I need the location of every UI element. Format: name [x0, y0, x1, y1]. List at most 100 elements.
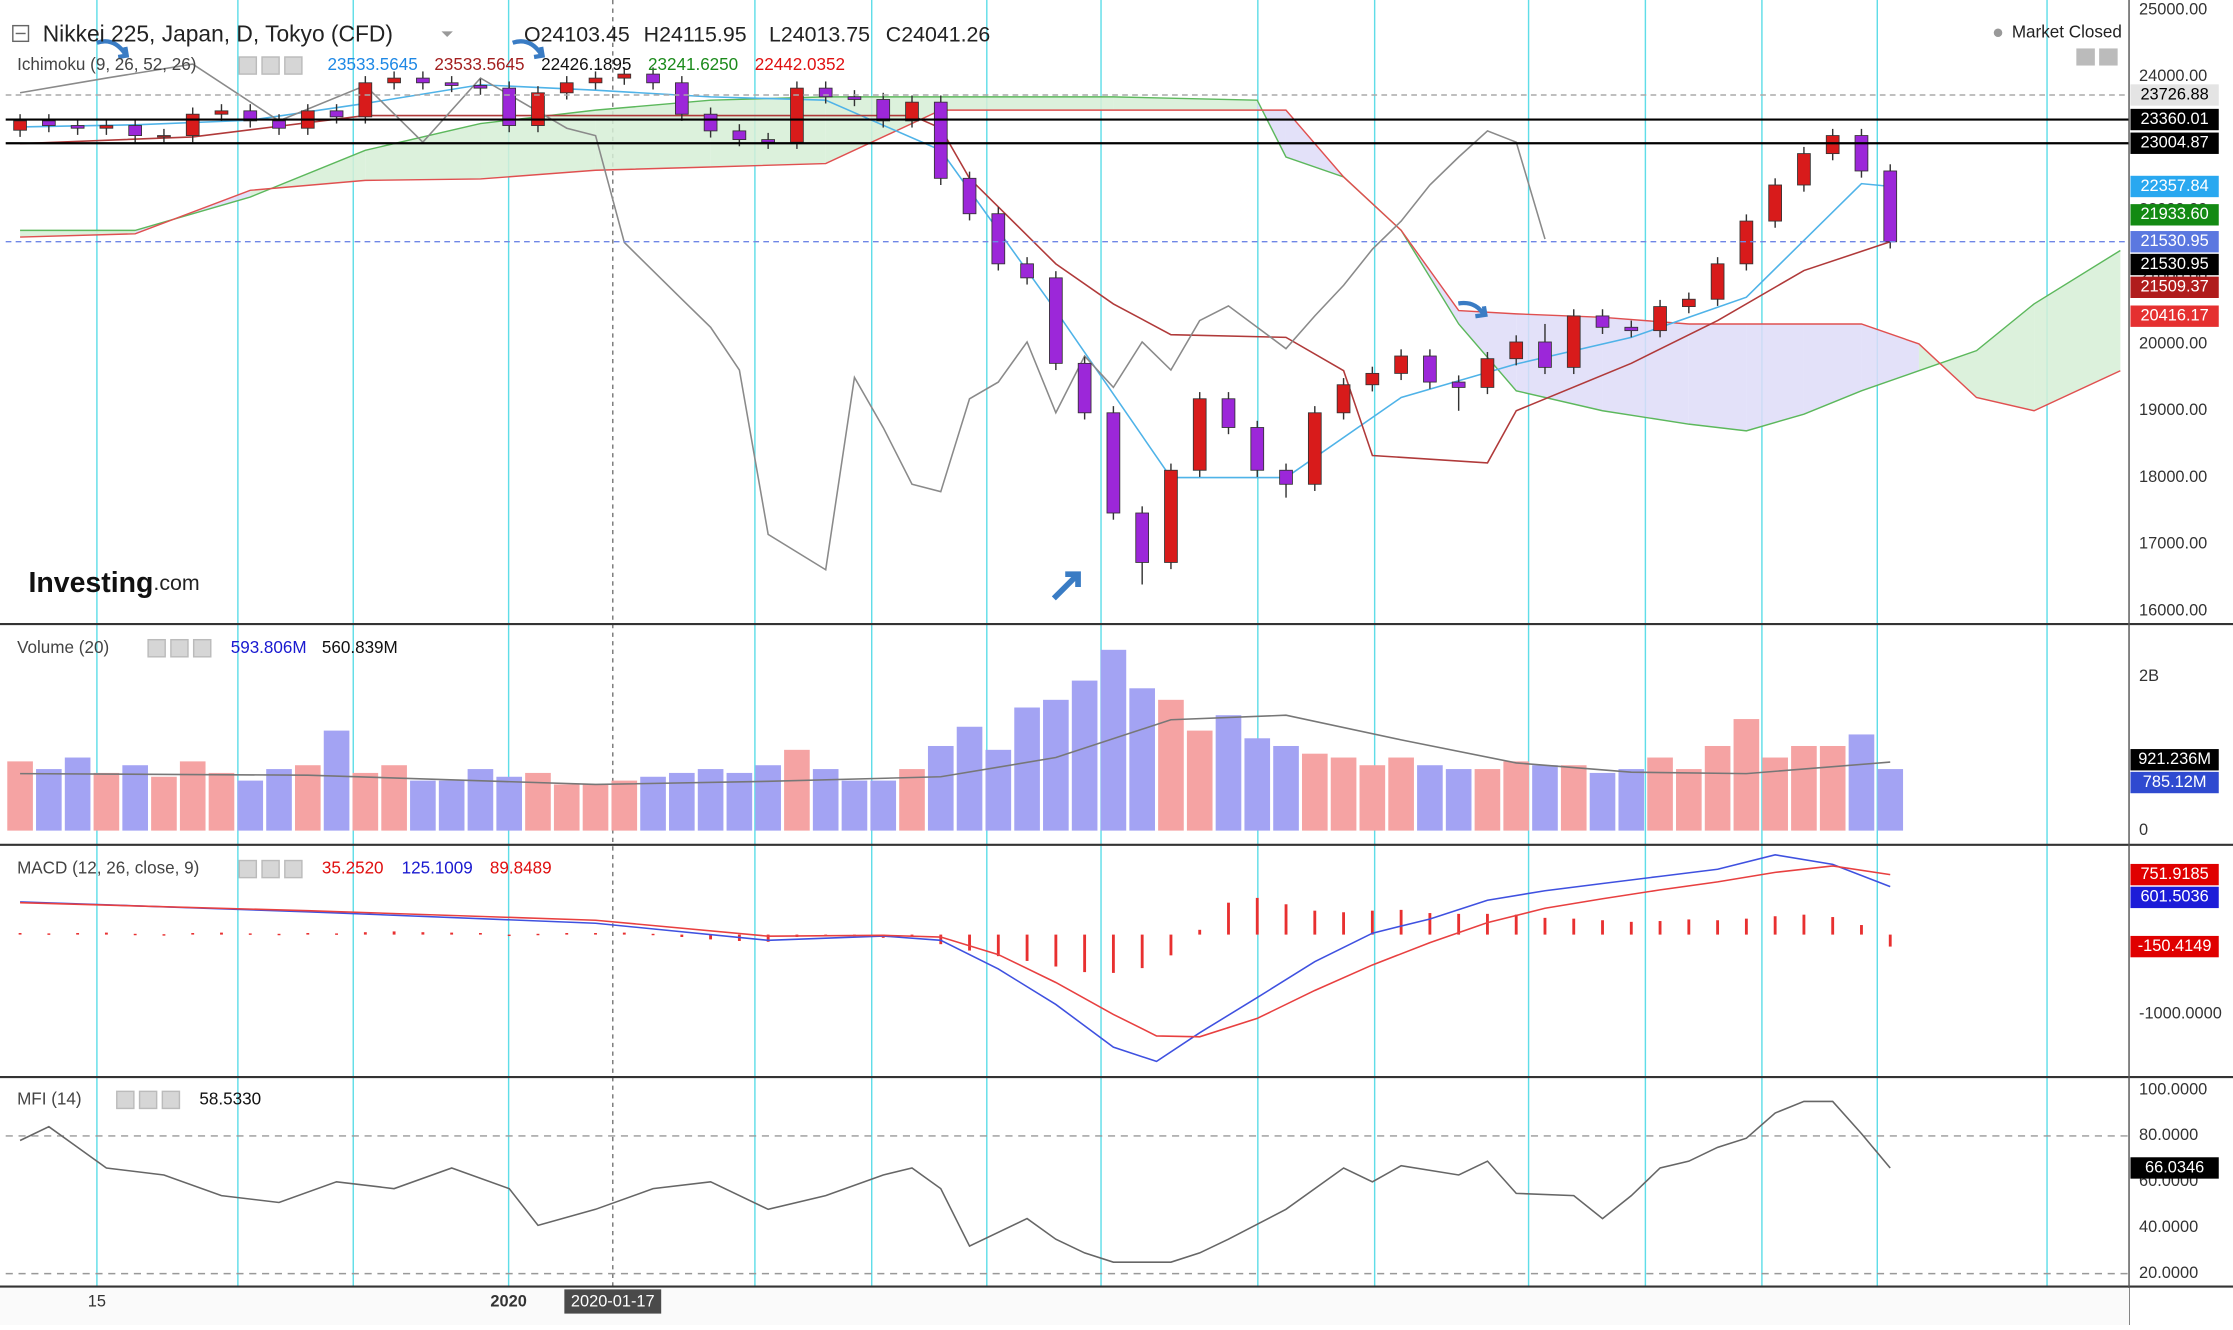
- candle-body: [444, 82, 459, 86]
- histogram-bar: [248, 933, 252, 935]
- price-tag-label: 23726.88: [2140, 85, 2208, 103]
- candle-body: [243, 110, 258, 122]
- price-tag: [2130, 1157, 2219, 1179]
- volume-bar: [410, 780, 436, 831]
- candle-body: [703, 113, 718, 132]
- legend-value: 23533.5645: [434, 55, 524, 74]
- volume-bar: [122, 765, 148, 831]
- candle-body: [1566, 315, 1581, 368]
- histogram-bar: [1773, 916, 1777, 935]
- legend-icon[interactable]: [284, 859, 303, 879]
- legend-icon[interactable]: [192, 638, 212, 658]
- volume-bar: [1589, 772, 1616, 831]
- candle-body: [1164, 469, 1178, 563]
- legend-icon[interactable]: [261, 56, 280, 75]
- scroll-button[interactable]: [2099, 48, 2118, 66]
- volume-bar: [1618, 769, 1645, 831]
- histogram-bar: [1658, 921, 1662, 935]
- histogram-bar: [1111, 934, 1115, 973]
- volume-bar: [93, 772, 120, 831]
- legend-icon[interactable]: [261, 859, 280, 879]
- histogram-bar: [1457, 913, 1461, 935]
- histogram-bar: [1572, 918, 1576, 935]
- cloud-fill: [710, 96, 826, 167]
- cloud-span: [20, 109, 2121, 412]
- y-tick-label: 20.0000: [2139, 1264, 2198, 1282]
- histogram-bar: [622, 932, 626, 935]
- series-line: [20, 865, 1891, 1038]
- volume-bar: [1043, 699, 1069, 831]
- y-tick-label: 2B: [2139, 667, 2159, 685]
- y-tick-label: 25000.00: [2139, 0, 2207, 18]
- volume-bar: [870, 780, 897, 831]
- legend-icon[interactable]: [284, 56, 303, 75]
- volume-bar: [1071, 680, 1098, 831]
- histogram-bar: [1313, 910, 1317, 935]
- collapse-icon[interactable]: [12, 24, 30, 43]
- histogram-bar: [1831, 917, 1835, 935]
- cloud-fill: [1458, 310, 1517, 391]
- annotation-arrow: [96, 39, 130, 60]
- price-tag-label: 21530.95: [2140, 232, 2208, 250]
- candle-body: [962, 177, 977, 215]
- histogram-bar: [1514, 914, 1518, 935]
- ohlc-high: H24115.95: [644, 22, 747, 46]
- candle-body: [42, 120, 56, 126]
- cloud-fill: [940, 96, 1114, 111]
- histogram-bar: [1543, 917, 1547, 935]
- legend-icon[interactable]: [116, 1090, 135, 1110]
- candle-body: [1394, 355, 1408, 374]
- series-line: [20, 114, 1891, 464]
- series-line: [19, 63, 1546, 572]
- ohlc-open: O24103.45: [524, 22, 630, 46]
- logo: Investing.com: [28, 567, 199, 599]
- histogram-bar: [1888, 934, 1892, 947]
- cloud-fill: [1976, 303, 2035, 411]
- histogram-bar: [1716, 920, 1720, 935]
- crosshair-label: 2020-01-17: [571, 1293, 655, 1311]
- y-tick-label: 20000.00: [2139, 334, 2207, 352]
- volume-bar: [697, 769, 724, 831]
- volume-bar: [755, 765, 781, 831]
- candle-body: [559, 82, 574, 94]
- volume-bar: [1417, 765, 1443, 831]
- legend-icon[interactable]: [138, 1090, 158, 1110]
- legend-icon[interactable]: [238, 859, 258, 879]
- volume-bar: [927, 745, 954, 831]
- price-tag: [2130, 863, 2219, 886]
- price-tag: [2130, 231, 2219, 253]
- volume-bar: [1158, 699, 1184, 831]
- candle-body: [1307, 412, 1322, 485]
- legend-icon[interactable]: [147, 638, 166, 658]
- volume-bar: [151, 776, 177, 831]
- indicator-legend: Volume (20): [17, 638, 109, 657]
- candle-body: [272, 120, 286, 129]
- legend-value: 593.806M: [231, 638, 307, 657]
- legend-icon[interactable]: [161, 1090, 181, 1110]
- price-tag-label: 66.0346: [2145, 1158, 2204, 1176]
- dropdown-icon[interactable]: [441, 31, 453, 38]
- candle-body: [416, 77, 430, 84]
- legend-icon[interactable]: [170, 638, 189, 658]
- candle-body: [1250, 427, 1265, 471]
- legend-icon[interactable]: [238, 56, 258, 75]
- histogram-bar: [1284, 904, 1288, 935]
- price-tag-label: 20416.17: [2140, 307, 2208, 325]
- volume-bar: [784, 749, 810, 831]
- volume-bar: [36, 769, 62, 831]
- candle-body: [991, 213, 1006, 265]
- y-tick-label: 16000.00: [2139, 602, 2207, 620]
- cloud-fill: [1861, 323, 1919, 391]
- price-tag: [2130, 204, 2219, 226]
- volume-bar: [496, 776, 523, 831]
- histogram-bar: [335, 933, 338, 935]
- histogram-bar: [1255, 897, 1259, 935]
- histogram-bar: [104, 932, 108, 935]
- candle-body: [818, 87, 833, 98]
- scroll-button[interactable]: [2076, 48, 2095, 66]
- price-tag: [2130, 771, 2219, 794]
- annotation-arrow: [1457, 300, 1488, 319]
- volume-bar: [1330, 757, 1357, 831]
- cloud-fill: [365, 123, 481, 181]
